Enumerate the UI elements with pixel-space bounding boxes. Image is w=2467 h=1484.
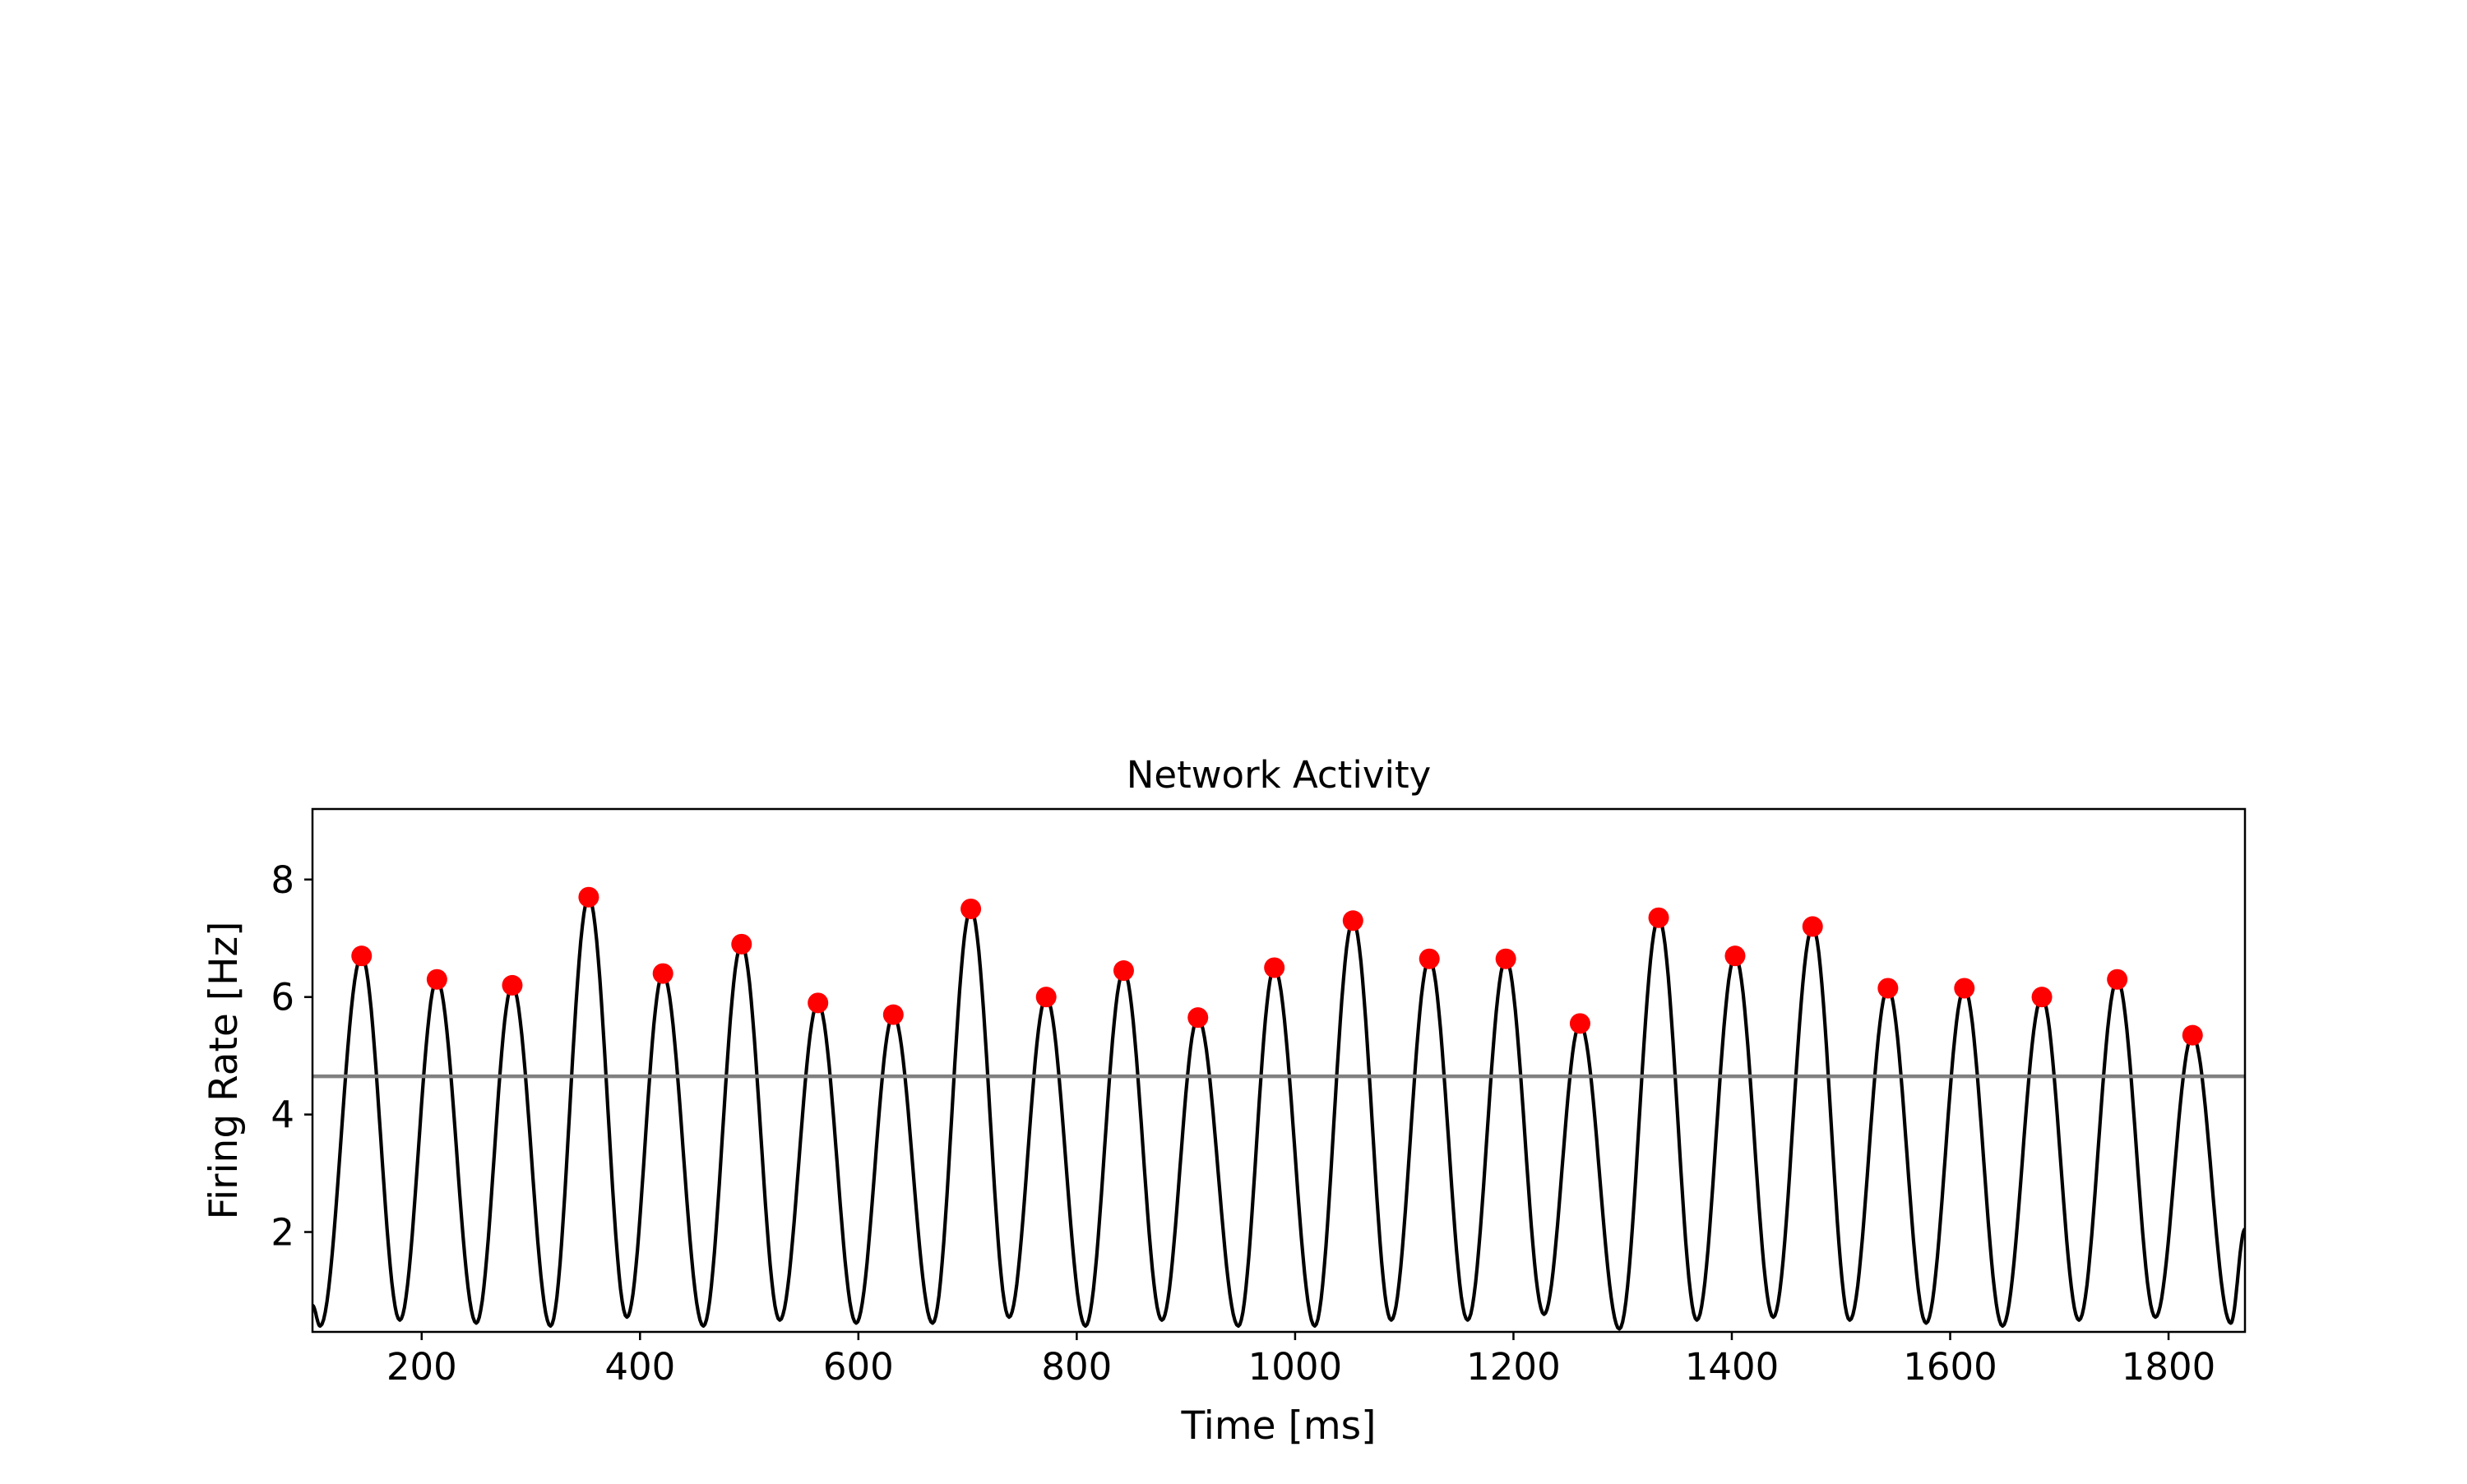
peak-marker	[426, 969, 447, 990]
peak-marker	[578, 886, 599, 908]
y-tick-label: 6	[271, 976, 294, 1019]
x-axis-label: Time [ms]	[1181, 1403, 1377, 1449]
peak-marker	[2031, 987, 2053, 1008]
x-tick-label: 800	[1041, 1345, 1112, 1389]
peak-marker	[1648, 907, 1669, 928]
peak-marker	[502, 974, 523, 996]
x-tick-label: 600	[823, 1345, 894, 1389]
x-tick-label: 400	[604, 1345, 675, 1389]
peak-marker	[808, 992, 829, 1014]
x-tick-label: 1800	[2122, 1345, 2216, 1389]
peak-marker	[1419, 948, 1440, 969]
peak-marker	[2182, 1024, 2203, 1046]
y-tick-label: 8	[271, 858, 294, 902]
peak-marker	[1724, 945, 1746, 967]
y-axis-label: Firing Rate [Hz]	[201, 921, 247, 1219]
y-axis: 2 4 6 8	[271, 858, 312, 1255]
x-tick-label: 200	[386, 1345, 457, 1389]
peak-marker	[1113, 960, 1134, 982]
y-tick-label: 2	[271, 1211, 294, 1255]
axes-frame	[311, 807, 2247, 1334]
peak-marker	[1569, 1013, 1590, 1034]
peak-marker	[1264, 957, 1285, 978]
plot-area	[312, 886, 2245, 1331]
y-tick-label: 4	[271, 1093, 294, 1137]
peak-marker	[1877, 978, 1899, 999]
peak-marker	[2107, 969, 2128, 990]
peak-marker	[731, 933, 752, 955]
x-tick-label: 1200	[1466, 1345, 1561, 1389]
chart-title: Network Activity	[1127, 753, 1431, 797]
x-tick-label: 1600	[1903, 1345, 1997, 1389]
peak-marker	[1954, 978, 1975, 999]
peak-marker	[1342, 910, 1363, 932]
peak-marker	[1035, 987, 1057, 1008]
peak-marker	[1495, 948, 1516, 969]
peak-marker	[351, 945, 373, 967]
peak-marker	[960, 898, 982, 919]
peak-marker	[1187, 1007, 1209, 1029]
x-axis: 200 400 600 800 1000 1200 1400 1600 1800	[386, 1332, 2216, 1389]
x-tick-label: 1000	[1248, 1345, 1343, 1389]
peak-marker	[882, 1004, 904, 1025]
peak-marker	[1802, 916, 1823, 937]
peak-marker	[652, 963, 673, 984]
x-tick-label: 1400	[1685, 1345, 1780, 1389]
